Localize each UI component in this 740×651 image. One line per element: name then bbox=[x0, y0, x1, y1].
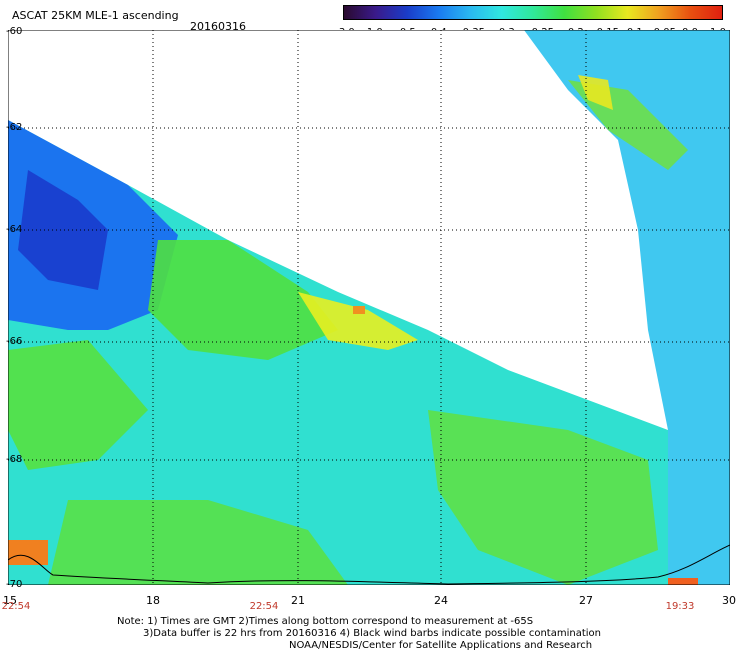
time-label: 22:54 bbox=[1, 601, 31, 612]
lat-label: -66 bbox=[6, 336, 23, 347]
grid bbox=[8, 30, 730, 585]
swath-east bbox=[524, 30, 730, 585]
lon-label: 24 bbox=[434, 594, 448, 607]
lat-label: -60 bbox=[6, 26, 23, 37]
note-line-1: Note: 1) Times are GMT 2)Times along bot… bbox=[117, 616, 534, 627]
lat-label: -70 bbox=[6, 579, 23, 590]
map-canvas bbox=[8, 30, 730, 585]
lat-label: -68 bbox=[6, 454, 23, 465]
region-dark-blue bbox=[18, 170, 108, 290]
time-label: 19:33 bbox=[665, 601, 695, 612]
region-green bbox=[8, 340, 148, 470]
lat-label: -64 bbox=[6, 224, 23, 235]
region-green bbox=[428, 410, 658, 585]
region-orange bbox=[353, 306, 365, 314]
region-orange bbox=[668, 578, 698, 585]
region-yellow bbox=[298, 292, 418, 350]
lon-label: 30 bbox=[722, 594, 736, 607]
lat-label: -62 bbox=[6, 122, 23, 133]
lon-label: 21 bbox=[291, 594, 305, 607]
lon-label: 18 bbox=[146, 594, 160, 607]
coastline bbox=[8, 544, 730, 585]
map-title: ASCAT 25KM MLE-1 ascending bbox=[12, 9, 179, 22]
region-orange bbox=[8, 540, 48, 565]
map-plot bbox=[8, 30, 730, 585]
colorbar bbox=[343, 5, 723, 20]
lon-label: 27 bbox=[579, 594, 593, 607]
note-line-2: 3)Data buffer is 22 hrs from 20160316 4)… bbox=[143, 628, 601, 639]
region-yellow bbox=[578, 75, 613, 110]
map-date: 20160316 bbox=[190, 20, 246, 33]
note-line-3: NOAA/NESDIS/Center for Satellite Applica… bbox=[289, 640, 593, 651]
region-green bbox=[148, 240, 338, 360]
lon-label: 15 bbox=[3, 594, 17, 607]
region-green bbox=[48, 500, 348, 585]
time-label: 22:54 bbox=[249, 601, 279, 612]
